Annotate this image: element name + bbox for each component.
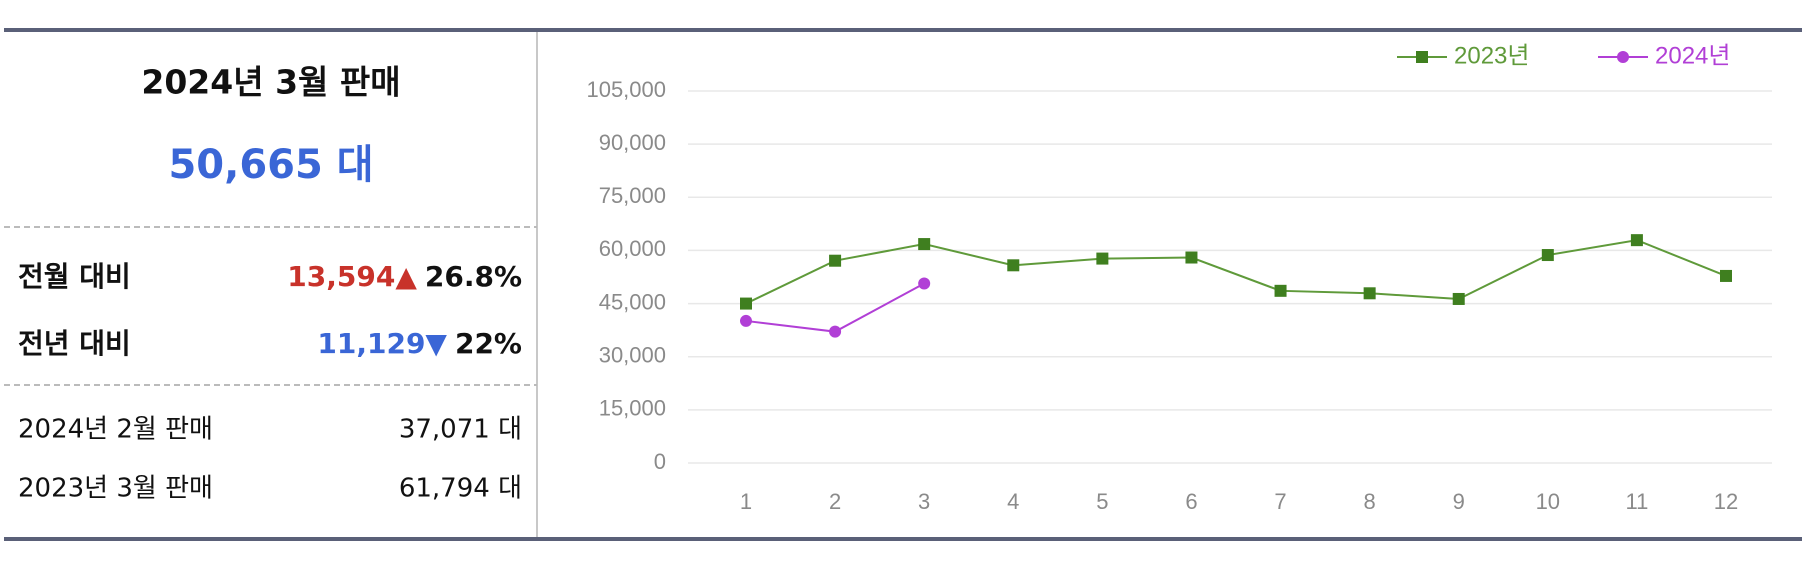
compare-value: 13,594▲ 26.8%: [287, 260, 522, 293]
bottom-border: [4, 537, 1802, 541]
compare-label: 전년 대비: [18, 327, 131, 360]
point-marker: [1630, 234, 1643, 247]
history-value: 37,071 대: [399, 415, 522, 445]
point-marker: [829, 254, 842, 267]
series-line: [745, 239, 1727, 305]
x-tick-label: 8: [1364, 489, 1376, 514]
compare-value: 11,129▼ 22%: [317, 327, 522, 360]
y-tick-label: 0: [654, 449, 666, 474]
point-marker: [1720, 269, 1732, 282]
point-marker: [1007, 259, 1020, 272]
history-label: 2023년 3월 판매: [18, 474, 213, 504]
legend-label: 2024년: [1655, 42, 1730, 69]
point-marker: [740, 297, 752, 310]
point-marker: [829, 325, 842, 338]
y-tick-label: 45,000: [599, 289, 666, 314]
x-tick-label: 11: [1625, 489, 1648, 514]
x-tick-label: 9: [1453, 489, 1465, 514]
x-tick-label: 5: [1096, 489, 1108, 514]
point-marker: [918, 238, 931, 251]
y-tick-label: 90,000: [599, 130, 666, 155]
compare-pct: 22%: [455, 327, 522, 360]
panel-total: 50,665 대: [168, 142, 373, 188]
compare-pct: 26.8%: [425, 260, 522, 293]
chart: 015,00030,00045,00060,00075,00090,000105…: [586, 42, 1772, 514]
history-value: 61,794 대: [399, 474, 522, 504]
x-tick-label: 3: [918, 489, 930, 514]
compare-diff: 11,129▼: [317, 327, 447, 360]
point-marker: [1274, 284, 1287, 297]
history-label: 2024년 2월 판매: [18, 415, 213, 445]
compare-label: 전월 대비: [18, 260, 131, 293]
legend-marker: [1416, 51, 1428, 63]
x-tick-label: 4: [1007, 489, 1019, 514]
panel-rows: 전월 대비 13,594▲ 26.8% 전년 대비 11,129▼ 22% 2024년 2월…: [18, 260, 522, 504]
point-marker: [740, 314, 752, 327]
y-tick-label: 15,000: [599, 396, 666, 421]
x-tick-label: 6: [1185, 489, 1197, 514]
y-tick-label: 30,000: [599, 343, 666, 368]
x-tick-label: 10: [1536, 489, 1560, 514]
legend-label: 2023년: [1454, 42, 1529, 69]
x-tick-label: 12: [1714, 489, 1738, 514]
compare-diff: 13,594▲: [287, 260, 417, 293]
top-border: [4, 28, 1802, 32]
point-marker: [1363, 287, 1376, 300]
panel-title: 2024년 3월 판매: [141, 63, 400, 102]
legend-marker: [1617, 51, 1629, 63]
y-tick-label: 75,000: [599, 183, 666, 208]
x-tick-label: 7: [1274, 489, 1286, 514]
point-marker: [1185, 251, 1198, 264]
point-marker: [918, 277, 931, 290]
x-tick-label: 2: [829, 489, 841, 514]
point-marker: [1452, 292, 1465, 305]
y-tick-label: 60,000: [599, 236, 666, 261]
point-marker: [1541, 249, 1554, 262]
x-tick-label: 1: [740, 489, 752, 514]
y-tick-label: 105,000: [586, 77, 666, 102]
point-marker: [1096, 252, 1109, 265]
